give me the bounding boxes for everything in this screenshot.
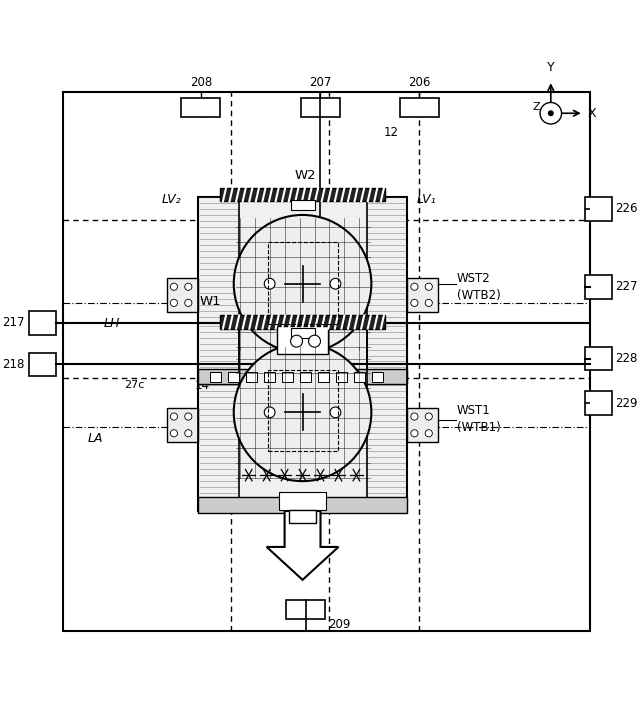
FancyBboxPatch shape (264, 372, 275, 382)
Circle shape (170, 429, 177, 437)
Bar (291, 328, 314, 338)
Circle shape (411, 429, 418, 437)
Text: 207: 207 (309, 77, 332, 90)
Bar (277, 325, 328, 354)
Bar (63, 93, 589, 630)
Circle shape (170, 283, 177, 291)
FancyBboxPatch shape (29, 311, 56, 335)
FancyBboxPatch shape (585, 391, 612, 415)
FancyBboxPatch shape (585, 197, 612, 221)
Circle shape (185, 413, 192, 420)
Text: LA: LA (87, 432, 102, 445)
Circle shape (425, 283, 433, 291)
Circle shape (330, 407, 341, 418)
Bar (198, 497, 407, 513)
Circle shape (308, 335, 321, 347)
Bar (198, 197, 407, 382)
Text: LV₁: LV₁ (416, 194, 436, 207)
Text: WST1: WST1 (457, 404, 491, 417)
Text: X: X (588, 107, 596, 120)
Circle shape (425, 299, 433, 307)
FancyBboxPatch shape (300, 372, 311, 382)
FancyBboxPatch shape (372, 372, 383, 382)
Bar (289, 510, 316, 523)
Circle shape (170, 413, 177, 420)
Text: 229: 229 (616, 397, 638, 410)
Circle shape (425, 429, 433, 437)
FancyBboxPatch shape (282, 372, 293, 382)
Circle shape (411, 413, 418, 420)
Bar (167, 278, 198, 312)
FancyBboxPatch shape (181, 98, 220, 117)
Text: (WTB1): (WTB1) (457, 421, 500, 434)
Text: 217: 217 (2, 316, 24, 329)
Circle shape (540, 103, 561, 124)
Text: 228: 228 (616, 352, 638, 365)
Circle shape (234, 343, 371, 481)
Bar (198, 322, 407, 511)
Text: W1: W1 (200, 295, 221, 308)
Text: Y: Y (547, 61, 555, 74)
Text: 208: 208 (189, 77, 212, 90)
Bar (268, 370, 339, 451)
Text: Z: Z (532, 103, 540, 113)
FancyBboxPatch shape (318, 372, 329, 382)
FancyBboxPatch shape (400, 98, 438, 117)
Text: 218: 218 (2, 358, 24, 371)
Text: LV₀: LV₀ (369, 384, 388, 397)
Text: 12: 12 (384, 127, 399, 140)
Circle shape (411, 283, 418, 291)
Circle shape (548, 111, 554, 116)
FancyBboxPatch shape (585, 275, 612, 299)
Text: LV₂: LV₂ (162, 194, 182, 207)
Circle shape (234, 215, 371, 353)
Bar (198, 322, 239, 511)
Circle shape (264, 407, 275, 418)
Bar (167, 408, 198, 442)
FancyBboxPatch shape (286, 600, 325, 620)
Circle shape (185, 283, 192, 291)
Bar (278, 492, 326, 510)
Text: WST2: WST2 (457, 273, 491, 286)
Circle shape (330, 278, 341, 289)
Text: 209: 209 (328, 618, 351, 631)
Bar (407, 278, 438, 312)
Circle shape (185, 429, 192, 437)
Bar (407, 408, 438, 442)
Circle shape (264, 278, 275, 289)
Text: 206: 206 (408, 77, 430, 90)
Circle shape (185, 299, 192, 307)
Bar (220, 315, 385, 328)
FancyBboxPatch shape (228, 372, 239, 382)
Polygon shape (267, 511, 339, 580)
FancyBboxPatch shape (354, 372, 365, 382)
Circle shape (411, 299, 418, 307)
FancyBboxPatch shape (336, 372, 347, 382)
FancyBboxPatch shape (211, 372, 221, 382)
Text: (WTB2): (WTB2) (457, 289, 500, 302)
FancyBboxPatch shape (301, 98, 340, 117)
Bar (198, 369, 407, 384)
Text: 227: 227 (616, 281, 638, 294)
Circle shape (291, 335, 303, 347)
Bar (220, 188, 385, 201)
Circle shape (170, 299, 177, 307)
FancyBboxPatch shape (585, 346, 612, 370)
FancyBboxPatch shape (29, 353, 56, 377)
Text: 14: 14 (195, 380, 210, 393)
Bar (367, 322, 407, 511)
Text: LH: LH (104, 317, 120, 330)
Bar (198, 197, 239, 382)
Text: W2: W2 (295, 169, 316, 182)
Bar (367, 197, 407, 382)
FancyBboxPatch shape (246, 372, 257, 382)
Bar (268, 242, 339, 325)
Bar (291, 200, 314, 210)
Text: 226: 226 (616, 202, 638, 215)
Circle shape (425, 413, 433, 420)
Text: 27c: 27c (124, 380, 144, 390)
